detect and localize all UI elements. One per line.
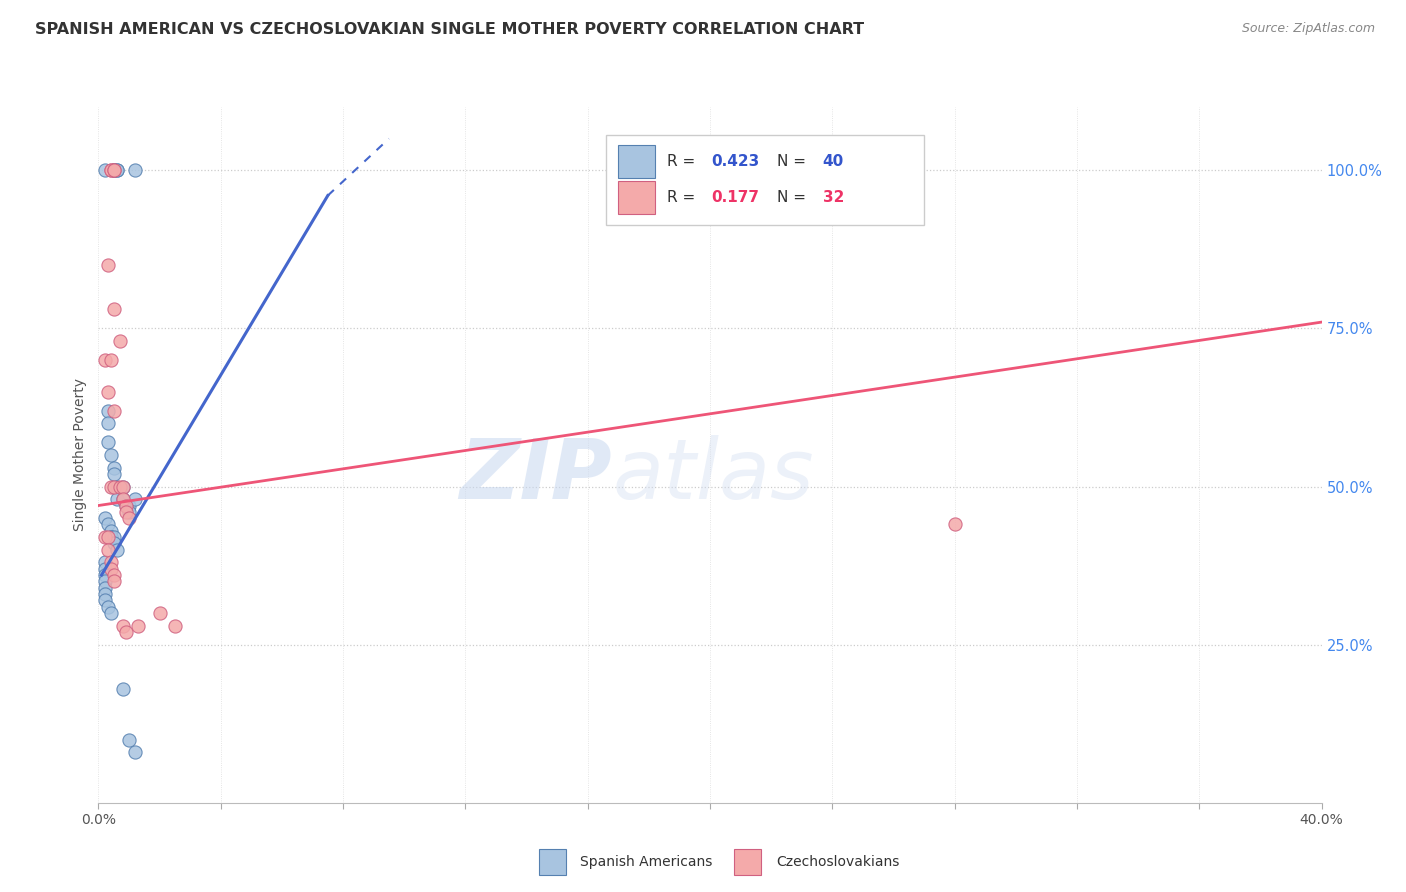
- Point: [103, 467, 125, 481]
- Point: [100, 556, 122, 570]
- Point: [100, 163, 122, 178]
- Text: 32: 32: [823, 190, 844, 205]
- Point: [97, 435, 120, 450]
- Point: [103, 163, 125, 178]
- Point: [93, 568, 115, 582]
- Point: [118, 505, 141, 519]
- Text: 0.423: 0.423: [711, 153, 759, 169]
- Point: [111, 479, 134, 493]
- Point: [93, 593, 115, 607]
- FancyBboxPatch shape: [619, 145, 655, 178]
- Point: [100, 562, 122, 576]
- Text: 40: 40: [823, 153, 844, 169]
- Point: [103, 530, 125, 544]
- Point: [149, 606, 172, 620]
- Point: [118, 732, 141, 747]
- Point: [111, 492, 134, 507]
- Point: [100, 606, 122, 620]
- Point: [105, 163, 128, 178]
- Point: [93, 163, 115, 178]
- Point: [108, 479, 131, 493]
- Point: [105, 479, 128, 493]
- Point: [127, 618, 149, 632]
- Point: [97, 258, 120, 272]
- Point: [93, 530, 115, 544]
- Point: [103, 574, 125, 589]
- Point: [97, 417, 120, 431]
- Point: [115, 499, 138, 513]
- Point: [93, 587, 115, 601]
- Point: [93, 562, 115, 576]
- Text: Source: ZipAtlas.com: Source: ZipAtlas.com: [1241, 22, 1375, 36]
- Point: [103, 163, 125, 178]
- Point: [103, 568, 125, 582]
- Point: [103, 403, 125, 417]
- Point: [93, 581, 115, 595]
- Point: [111, 492, 134, 507]
- Point: [103, 163, 125, 178]
- Text: Czechoslovakians: Czechoslovakians: [776, 855, 900, 869]
- Text: ZIP: ZIP: [460, 435, 612, 516]
- Point: [105, 163, 128, 178]
- Point: [108, 334, 131, 348]
- Point: [97, 517, 120, 532]
- Point: [97, 403, 120, 417]
- Text: N =: N =: [778, 153, 811, 169]
- Point: [93, 556, 115, 570]
- Point: [93, 353, 115, 368]
- Point: [103, 163, 125, 178]
- FancyBboxPatch shape: [734, 848, 762, 875]
- Y-axis label: Single Mother Poverty: Single Mother Poverty: [73, 378, 87, 532]
- FancyBboxPatch shape: [538, 848, 565, 875]
- Point: [100, 524, 122, 538]
- Text: atlas: atlas: [612, 435, 814, 516]
- Point: [124, 745, 146, 759]
- Text: 0.177: 0.177: [711, 190, 759, 205]
- Point: [103, 460, 125, 475]
- Point: [103, 479, 125, 493]
- Point: [115, 625, 138, 640]
- Point: [100, 530, 122, 544]
- Point: [97, 384, 120, 399]
- Point: [93, 574, 115, 589]
- Point: [100, 479, 122, 493]
- Point: [105, 542, 128, 557]
- Text: SPANISH AMERICAN VS CZECHOSLOVAKIAN SINGLE MOTHER POVERTY CORRELATION CHART: SPANISH AMERICAN VS CZECHOSLOVAKIAN SING…: [35, 22, 865, 37]
- Text: R =: R =: [668, 153, 700, 169]
- Text: Spanish Americans: Spanish Americans: [581, 855, 713, 869]
- Point: [100, 448, 122, 462]
- Point: [943, 517, 966, 532]
- Point: [93, 511, 115, 525]
- Point: [100, 353, 122, 368]
- FancyBboxPatch shape: [619, 181, 655, 214]
- Point: [163, 618, 186, 632]
- Point: [124, 163, 146, 178]
- FancyBboxPatch shape: [606, 135, 924, 226]
- Point: [118, 511, 141, 525]
- Point: [115, 505, 138, 519]
- Point: [115, 499, 138, 513]
- Text: R =: R =: [668, 190, 700, 205]
- Point: [103, 536, 125, 550]
- Point: [97, 599, 120, 614]
- Point: [111, 618, 134, 632]
- Point: [100, 530, 122, 544]
- Point: [111, 681, 134, 696]
- Point: [97, 542, 120, 557]
- Text: N =: N =: [778, 190, 811, 205]
- Point: [97, 530, 120, 544]
- Point: [111, 479, 134, 493]
- Point: [100, 163, 122, 178]
- Point: [124, 492, 146, 507]
- Point: [118, 499, 141, 513]
- Point: [103, 302, 125, 317]
- Point: [105, 492, 128, 507]
